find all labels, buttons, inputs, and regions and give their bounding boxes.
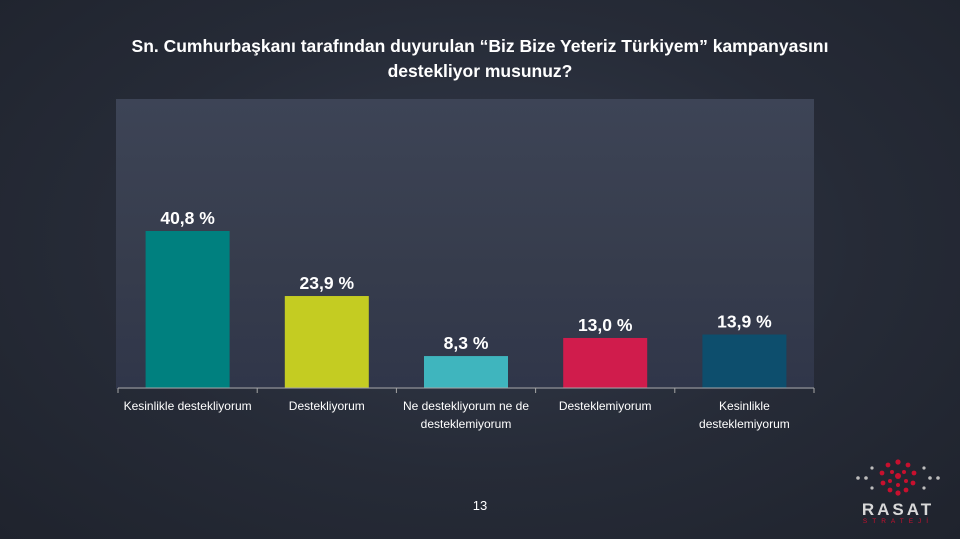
bar-1: [145, 231, 230, 388]
logo-wordmark: RASAT: [861, 500, 935, 519]
category-label-1: Kesinlikle destekliyorum: [124, 399, 252, 413]
bar-2: [284, 296, 369, 388]
data-label-4: 13,0 %: [578, 315, 633, 335]
category-label-5-line-2: desteklemiyorum: [699, 417, 790, 431]
category-label-5-line-1: Kesinlikle: [719, 399, 770, 413]
page-title: Sn. Cumhurbaşkanı tarafından duyurulan “…: [131, 36, 829, 81]
plot-area: [116, 99, 814, 389]
bar-4: [563, 337, 648, 388]
category-label-3-line-2: desteklemiyorum: [421, 417, 512, 431]
logo-subtitle: STRATEJİ: [862, 518, 934, 525]
data-label-1: 40,8 %: [160, 208, 215, 228]
data-label-5: 13,9 %: [717, 312, 772, 332]
rasat-logo: RASAT STRATEJİ: [850, 456, 946, 526]
category-label-2: Destekliyorum: [289, 399, 365, 413]
bar-3: [424, 356, 508, 388]
logo-dots-icon: [856, 459, 940, 496]
bar-5: [702, 334, 787, 388]
page-number: 13: [472, 498, 488, 513]
category-label-4: Desteklemiyorum: [559, 399, 652, 413]
data-label-2: 23,9 %: [300, 273, 355, 293]
data-label-3: 8,3 %: [444, 333, 489, 353]
category-label-3-line-1: Ne destekliyorum ne de: [403, 399, 529, 413]
